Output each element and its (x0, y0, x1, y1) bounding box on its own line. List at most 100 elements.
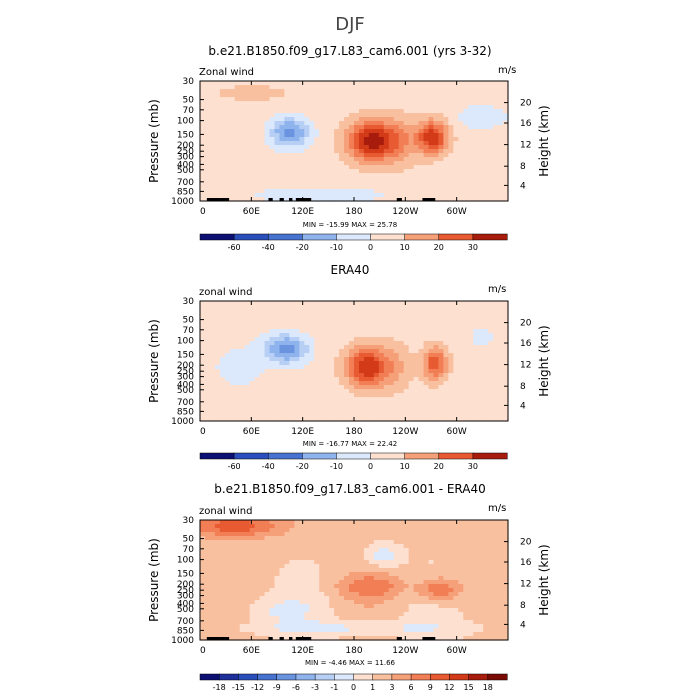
topography-mask (288, 198, 293, 201)
contour-cell (249, 89, 256, 94)
contour-cell (448, 133, 454, 138)
contour-cell (403, 409, 410, 414)
contour-cell (468, 145, 474, 150)
contour-cell (358, 101, 365, 106)
contour-cell (378, 305, 385, 310)
contour-cell (383, 81, 390, 86)
contour-cell (219, 337, 226, 342)
contour-cell (264, 365, 271, 370)
contour-cell (234, 604, 241, 609)
contour-cell (378, 321, 385, 326)
contour-cell (309, 149, 315, 154)
contour-cell (239, 345, 246, 350)
contour-cell (483, 197, 489, 202)
contour-cell (373, 528, 380, 533)
contour-cell (239, 197, 246, 202)
contour-cell (493, 349, 499, 354)
contour-cell (378, 369, 385, 374)
contour-cell (344, 177, 350, 182)
contour-cell (408, 413, 415, 418)
contour-cell (433, 173, 440, 178)
contour-cell (368, 524, 375, 529)
contour-cell (214, 85, 221, 90)
contour-cell (393, 189, 400, 194)
contour-cell (319, 632, 325, 637)
contour-cell (324, 556, 330, 561)
contour-cell (473, 393, 479, 398)
contour-cell (254, 381, 261, 386)
contour-cell (473, 169, 479, 174)
contour-cell (254, 365, 261, 370)
contour-cell (408, 81, 415, 86)
contour-cell (319, 624, 325, 629)
contour-cell (354, 121, 360, 126)
contour-cell (249, 544, 256, 549)
contour-cell (219, 309, 226, 314)
contour-cell (383, 93, 390, 98)
contour-cell (423, 149, 430, 154)
contour-cell (274, 369, 281, 374)
contour-cell (289, 181, 295, 186)
contour-cell (299, 305, 305, 310)
contour-cell (264, 612, 271, 617)
contour-cell (408, 173, 415, 178)
contour-cell (363, 161, 370, 166)
colorbar-swatch (370, 452, 406, 460)
contour-cell (209, 353, 216, 358)
contour-cell (274, 333, 281, 338)
contour-cell (423, 389, 430, 394)
contour-cell (488, 97, 494, 102)
contour-cell (234, 592, 241, 597)
contour-cell (378, 373, 385, 378)
contour-cell (423, 129, 430, 134)
contour-cell (403, 93, 410, 98)
contour-cell (488, 325, 494, 330)
contour-cell (249, 177, 256, 182)
contour-cell (269, 381, 276, 386)
contour-cell (284, 628, 291, 633)
contour-cell (200, 129, 206, 134)
contour-cell (224, 524, 231, 529)
contour-cell (493, 85, 499, 90)
contour-cell (259, 632, 266, 637)
contour-cell (388, 189, 395, 194)
contour-cell (234, 520, 241, 525)
contour-cell (294, 93, 300, 98)
contour-cell (329, 181, 335, 186)
contour-cell (378, 105, 385, 110)
contour-cell (259, 552, 266, 557)
contour-cell (269, 365, 276, 370)
contour-cell (319, 413, 325, 418)
contour-cell (249, 556, 256, 561)
panel-units: m/s (488, 284, 506, 295)
contour-cell (438, 81, 445, 86)
contour-cell (324, 365, 330, 370)
contour-cell (264, 129, 271, 134)
contour-cell (363, 301, 370, 306)
contour-cell (503, 113, 509, 118)
contour-cell (209, 337, 216, 342)
contour-cell (503, 193, 509, 198)
contour-cell (473, 177, 479, 182)
contour-cell (393, 341, 400, 346)
contour-cell (274, 97, 281, 102)
contour-cell (224, 181, 231, 186)
contour-cell (388, 373, 395, 378)
contour-cell (393, 409, 400, 414)
contour-cell (209, 604, 216, 609)
contour-cell (309, 564, 315, 569)
contour-cell (264, 520, 271, 525)
contour-cell (448, 189, 454, 194)
contour-cell (299, 616, 305, 621)
contour-cell (279, 528, 286, 533)
contour-cell (304, 109, 310, 114)
contour-cell (438, 173, 445, 178)
contour-cell (423, 401, 430, 406)
contour-cell (373, 133, 380, 138)
contour-cell (423, 181, 430, 186)
contour-cell (264, 93, 271, 98)
contour-cell (259, 81, 266, 86)
contour-cell (219, 417, 226, 422)
contour-cell (200, 109, 206, 114)
contour-cell (488, 389, 494, 394)
